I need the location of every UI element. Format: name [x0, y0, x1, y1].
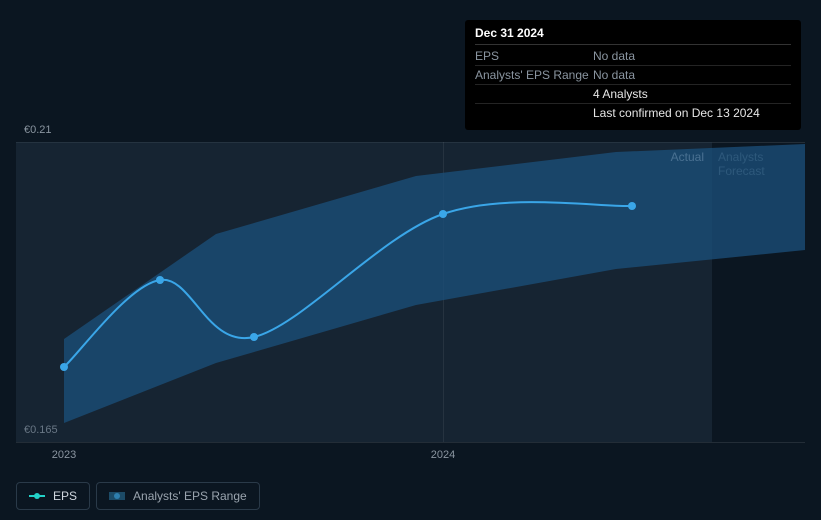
tooltip-title: Dec 31 2024 [475, 26, 791, 45]
tooltip-row: EPSNo data [475, 47, 791, 66]
tooltip-value: 4 Analysts [593, 87, 648, 101]
tooltip-row: Analysts' EPS RangeNo data [475, 66, 791, 85]
gridline [16, 442, 805, 443]
legend-swatch-icon [109, 491, 125, 501]
chart-legend: EPS Analysts' EPS Range [16, 482, 260, 510]
tooltip-value: No data [593, 49, 635, 63]
tooltip-key: Analysts' EPS Range [475, 68, 593, 82]
legend-item[interactable]: EPS [16, 482, 90, 510]
legend-label: EPS [53, 489, 77, 503]
tooltip-value: Last confirmed on Dec 13 2024 [593, 106, 760, 120]
legend-swatch-icon [29, 491, 45, 501]
chart-tooltip: Dec 31 2024 EPSNo dataAnalysts' EPS Rang… [465, 20, 801, 130]
tooltip-row: 4 Analysts [475, 85, 791, 104]
eps-data-point[interactable] [156, 276, 164, 284]
eps-data-point[interactable] [250, 333, 258, 341]
tooltip-row: Last confirmed on Dec 13 2024 [475, 104, 791, 122]
eps-data-point[interactable] [628, 202, 636, 210]
legend-item[interactable]: Analysts' EPS Range [96, 482, 260, 510]
x-tick-label: 2024 [431, 449, 455, 461]
tooltip-value: No data [593, 68, 635, 82]
tooltip-key [475, 87, 593, 101]
eps-data-point[interactable] [60, 363, 68, 371]
eps-data-point[interactable] [439, 210, 447, 218]
tooltip-key: EPS [475, 49, 593, 63]
legend-label: Analysts' EPS Range [133, 489, 247, 503]
tooltip-key [475, 106, 593, 120]
x-tick-label: 2023 [52, 449, 76, 461]
